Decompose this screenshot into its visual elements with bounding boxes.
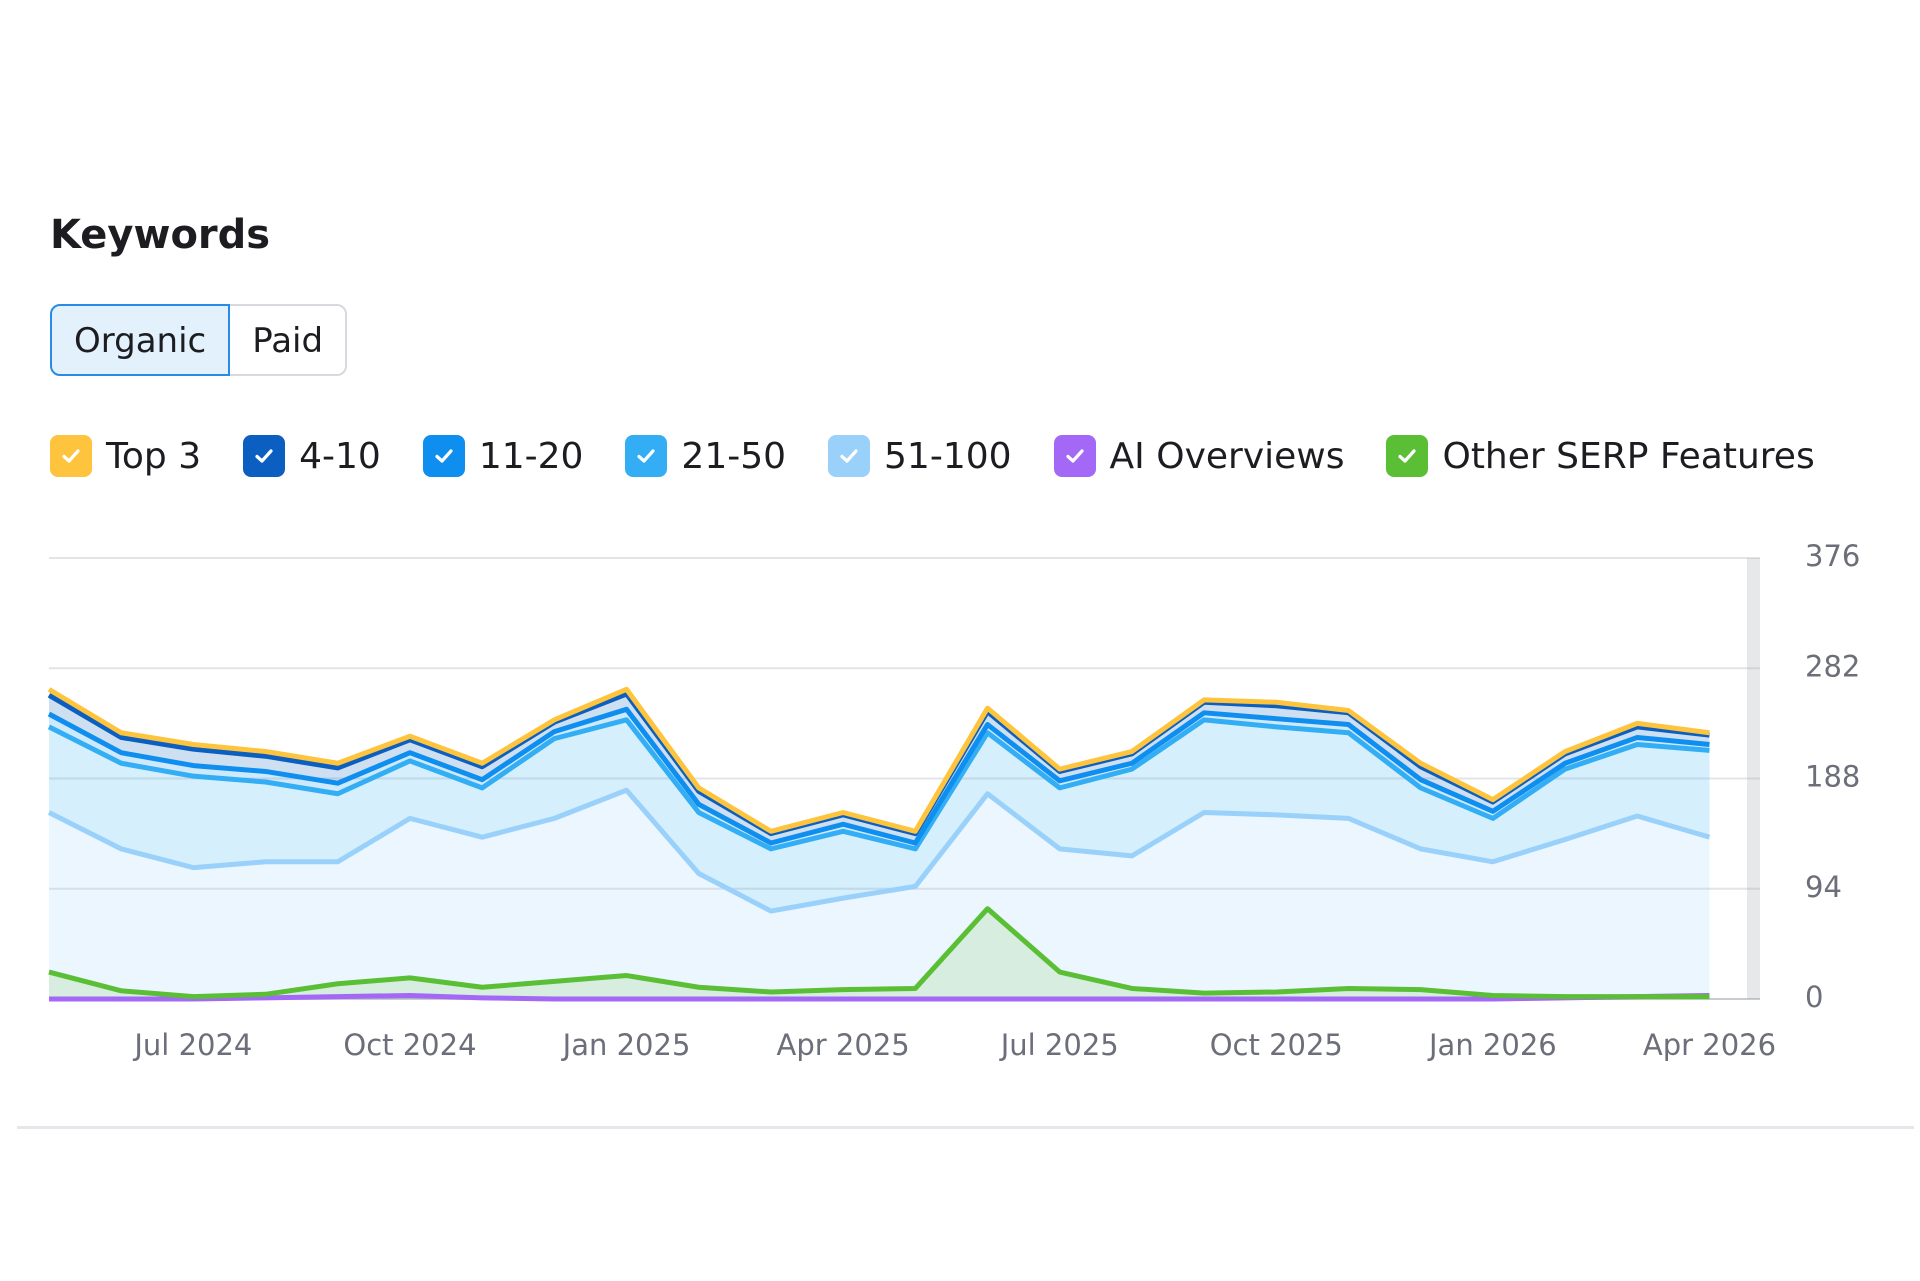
legend-item[interactable]: AI Overviews — [1053, 435, 1345, 477]
y-tick-label: 0 — [1805, 980, 1823, 1014]
check-icon — [637, 449, 656, 463]
check-icon — [62, 449, 80, 463]
series-line — [47, 717, 1710, 852]
series-line — [48, 906, 1710, 1000]
check-icon — [1398, 449, 1417, 463]
x-tick-label: Jul 2025 — [999, 1028, 1119, 1062]
tab[interactable]: Organic — [50, 304, 231, 376]
legend-item[interactable]: 4-10 — [243, 435, 381, 477]
series-line — [47, 686, 1710, 834]
legend-item[interactable]: 21-50 — [625, 435, 786, 477]
series-line — [47, 787, 1711, 914]
legend-checkbox[interactable] — [1386, 435, 1429, 477]
x-tick-label: Apr 2025 — [777, 1028, 910, 1062]
legend: Top 3 4-10 11-20 21-50 51-100 AI Overviews Oth… — [50, 435, 1857, 477]
series-line — [47, 706, 1710, 846]
y-tick-label: 282 — [1805, 649, 1860, 683]
legend-label: 4-10 — [299, 435, 381, 477]
legend-label: 21-50 — [681, 435, 787, 477]
legend-item[interactable]: 11-20 — [422, 435, 584, 477]
legend-item[interactable]: Other SERP Features — [1386, 435, 1815, 477]
legend-checkbox[interactable] — [243, 435, 286, 477]
legend-item[interactable]: 51-100 — [828, 435, 1012, 477]
x-tick-label: Jan 2025 — [561, 1028, 691, 1062]
legend-checkbox[interactable] — [50, 435, 92, 477]
legend-label: 11-20 — [478, 435, 584, 477]
y-tick-label: 188 — [1805, 760, 1860, 794]
legend-checkbox[interactable] — [828, 435, 871, 477]
separator — [17, 1126, 1914, 1129]
current-period-band — [1747, 558, 1760, 999]
x-tick-label: Jan 2026 — [1427, 1028, 1557, 1062]
x-tick-label: Jul 2024 — [132, 1028, 252, 1062]
stack-area — [49, 719, 1710, 912]
legend-checkbox[interactable] — [422, 435, 465, 477]
legend-label: Other SERP Features — [1442, 435, 1815, 477]
y-tick-label: 376 — [1805, 539, 1860, 573]
x-tick-label: Oct 2025 — [1210, 1028, 1343, 1062]
check-icon — [255, 449, 273, 463]
legend-label: AI Overviews — [1109, 435, 1345, 477]
chart-title: Keywords — [50, 212, 271, 258]
series-line — [49, 992, 1710, 1002]
x-tick-label: Oct 2024 — [343, 1028, 476, 1062]
legend-checkbox[interactable] — [625, 435, 668, 477]
y-tick-label: 94 — [1805, 870, 1842, 904]
check-icon — [840, 449, 858, 463]
tab[interactable]: Paid — [230, 304, 348, 376]
legend-label: Top 3 — [106, 435, 202, 477]
legend-item[interactable]: Top 3 — [50, 435, 201, 477]
legend-checkbox[interactable] — [1053, 435, 1096, 477]
x-tick-label: Apr 2026 — [1643, 1028, 1776, 1062]
tab-group: Organic Paid — [50, 304, 348, 376]
legend-label: 51-100 — [884, 435, 1012, 477]
check-icon — [1065, 449, 1084, 463]
check-icon — [435, 449, 453, 463]
